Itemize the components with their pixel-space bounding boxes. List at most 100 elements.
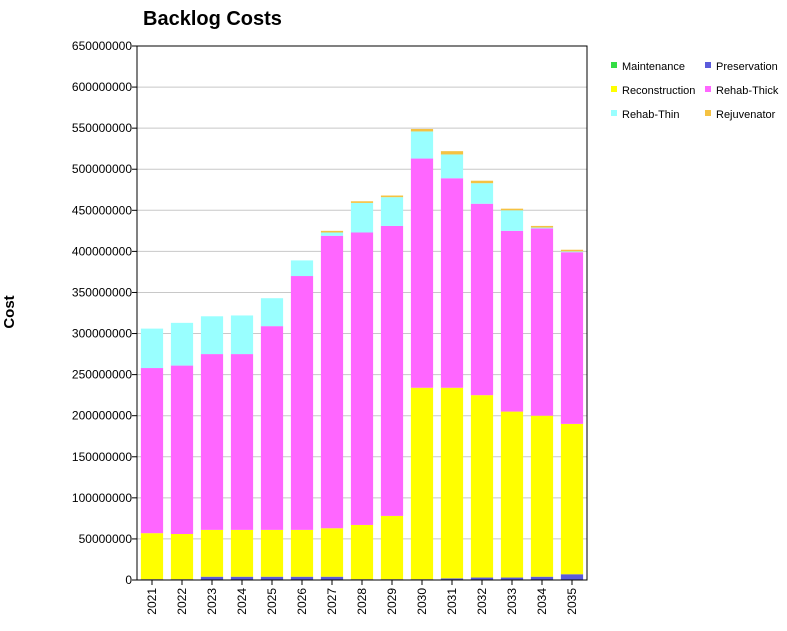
bar-rejuvenator-2033 [500, 208, 524, 211]
legend-swatch-rehab-thick [705, 86, 711, 92]
x-axis-ticks: 2021 2022 2023 2024 2025 2026 2027 2028 2029 2030… [145, 580, 579, 615]
y-tick-label: 0 [125, 573, 132, 587]
bar-rehab-thick-2035 [560, 252, 584, 424]
bar-rejuvenator-2032 [470, 180, 494, 184]
x-tick-label: 2024 [235, 588, 249, 615]
bar-rehab-thin-2021 [140, 328, 164, 369]
bar-preservation-2023 [200, 576, 224, 580]
bar-reconstruction-2024 [230, 529, 254, 577]
x-tick-label: 2023 [205, 588, 219, 615]
bar-rejuvenator-2034 [530, 225, 554, 228]
chart-title: Backlog Costs [143, 8, 282, 30]
bar-rehab-thick-2024 [230, 354, 254, 530]
bar-rehab-thin-2030 [410, 131, 434, 159]
legend-swatch-rejuvenator [705, 110, 711, 116]
bar-rehab-thick-2025 [260, 326, 284, 530]
y-tick-label: 250000000 [72, 368, 132, 382]
legend-label-maintenance: Maintenance [622, 61, 685, 73]
y-tick-label: 350000000 [72, 285, 132, 299]
bar-rehab-thin-2026 [290, 260, 314, 277]
bar-preservation-2026 [290, 576, 314, 580]
bar-preservation-2027 [320, 576, 344, 580]
bar-reconstruction-2033 [500, 411, 524, 578]
bar-rehab-thin-2032 [470, 183, 494, 204]
x-tick-label: 2022 [175, 588, 189, 615]
x-tick-label: 2026 [295, 588, 309, 615]
x-tick-label: 2031 [445, 588, 459, 615]
x-tick-label: 2035 [565, 588, 579, 615]
bar-rehab-thin-2023 [200, 316, 224, 355]
bar-rehab-thick-2022 [170, 365, 194, 534]
bar-rehab-thin-2024 [230, 315, 254, 355]
x-tick-label: 2027 [325, 588, 339, 615]
bar-preservation-2035 [560, 574, 584, 580]
bar-rehab-thick-2032 [470, 203, 494, 396]
bar-rehab-thin-2025 [260, 298, 284, 327]
legend-swatch-reconstruction [611, 86, 617, 92]
y-tick-label: 100000000 [72, 491, 132, 505]
y-axis-ticks: 0 50000000 100000000 150000000 200000000 2500… [72, 39, 137, 587]
y-tick-label: 450000000 [72, 203, 132, 217]
bar-reconstruction-2030 [410, 387, 434, 580]
legend-label-rejuvenator: Rejuvenator [716, 109, 776, 121]
bar-rehab-thin-2028 [350, 202, 374, 233]
bar-preservation-2031 [440, 578, 464, 580]
legend-label-rehab-thick: Rehab-Thick [716, 85, 779, 97]
bar-rehab-thick-2033 [500, 230, 524, 412]
x-tick-label: 2030 [415, 588, 429, 615]
x-tick-label: 2032 [475, 588, 489, 615]
bar-reconstruction-2023 [200, 529, 224, 577]
bar-reconstruction-2021 [140, 533, 164, 580]
bar-rehab-thick-2023 [200, 354, 224, 530]
y-tick-label: 500000000 [72, 162, 132, 176]
bar-rehab-thick-2026 [290, 276, 314, 530]
bar-rehab-thin-2022 [170, 322, 194, 366]
bar-rehab-thick-2031 [440, 178, 464, 388]
y-tick-label: 550000000 [72, 121, 132, 135]
bar-rehab-thick-2029 [380, 225, 404, 516]
bar-preservation-2033 [500, 577, 524, 580]
bar-rehab-thin-2029 [380, 197, 404, 226]
y-tick-label: 600000000 [72, 80, 132, 94]
bar-reconstruction-2025 [260, 529, 284, 577]
bar-rehab-thin-2035 [560, 251, 584, 253]
bar-reconstruction-2032 [470, 395, 494, 578]
bar-rejuvenator-2031 [440, 151, 464, 155]
bar-rehab-thin-2033 [500, 210, 524, 231]
bar-rehab-thick-2028 [350, 232, 374, 525]
bar-preservation-2034 [530, 576, 554, 580]
bar-rejuvenator-2030 [410, 128, 434, 132]
bar-reconstruction-2029 [380, 515, 404, 580]
bar-preservation-2025 [260, 576, 284, 580]
bar-preservation-2024 [230, 576, 254, 580]
y-tick-label: 650000000 [72, 39, 132, 53]
x-tick-label: 2029 [385, 588, 399, 615]
bar-reconstruction-2028 [350, 524, 374, 580]
y-tick-label: 50000000 [79, 532, 133, 546]
legend-swatch-preservation [705, 62, 711, 68]
legend-swatch-rehab-thin [611, 110, 617, 116]
x-tick-label: 2033 [505, 588, 519, 615]
bar-rehab-thin-2031 [440, 154, 464, 179]
bar-rehab-thin-2027 [320, 232, 344, 236]
bar-reconstruction-2034 [530, 415, 554, 577]
y-tick-label: 400000000 [72, 244, 132, 258]
y-axis-label: Cost [1, 295, 18, 328]
legend-swatch-maintenance [611, 62, 617, 68]
bar-rehab-thin-2034 [530, 227, 554, 229]
bar-reconstruction-2031 [440, 387, 464, 579]
x-tick-label: 2025 [265, 588, 279, 615]
bar-rejuvenator-2035 [560, 249, 584, 252]
x-tick-label: 2021 [145, 588, 159, 615]
bar-rehab-thick-2030 [410, 158, 434, 388]
y-tick-label: 200000000 [72, 409, 132, 423]
bar-reconstruction-2035 [560, 423, 584, 575]
y-tick-label: 300000000 [72, 327, 132, 341]
bar-preservation-2032 [470, 577, 494, 580]
legend-label-preservation: Preservation [716, 61, 778, 73]
legend-label-rehab-thin: Rehab-Thin [622, 109, 679, 121]
bars [140, 128, 584, 580]
y-tick-label: 150000000 [72, 450, 132, 464]
bar-reconstruction-2026 [290, 529, 314, 577]
